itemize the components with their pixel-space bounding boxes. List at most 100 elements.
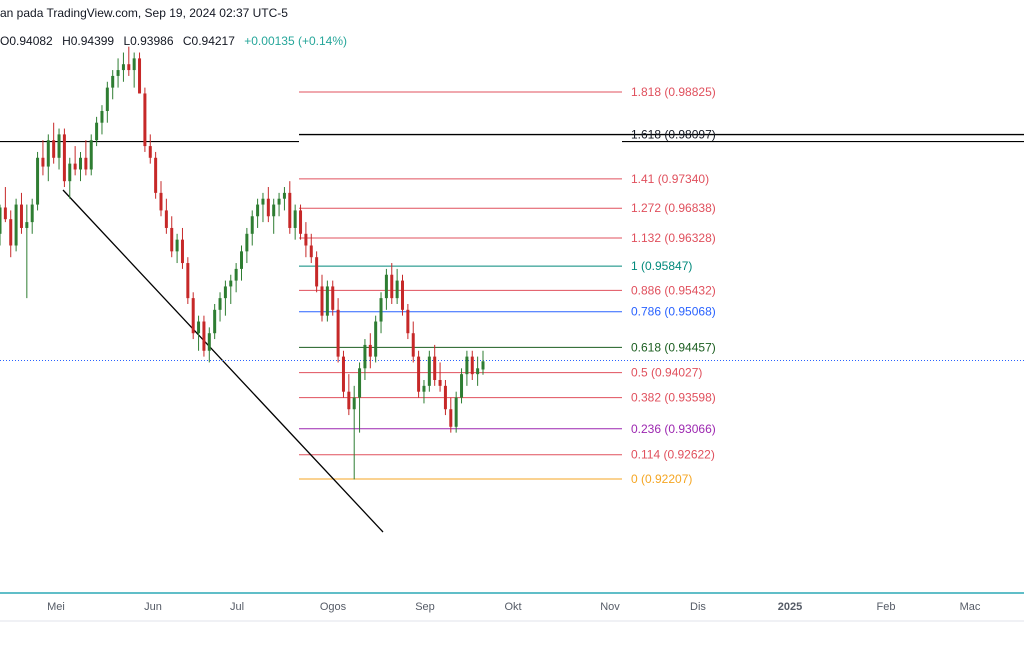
fib-level-label-0: 0 (0.92207) (631, 472, 692, 486)
candle[interactable] (460, 368, 464, 404)
candle[interactable] (164, 198, 168, 234)
candle[interactable] (84, 140, 88, 176)
fibonacci-extension-tool[interactable]: 1.818 (0.98825) 1.618 (0.98097) 1.41 (0.97… (0, 85, 1024, 486)
candle[interactable] (73, 146, 77, 176)
candle[interactable] (427, 350, 431, 392)
candle[interactable] (395, 268, 399, 304)
candle[interactable] (293, 204, 297, 240)
candle[interactable] (331, 280, 335, 316)
candle-body (79, 157, 82, 170)
candle[interactable] (154, 151, 158, 199)
candle[interactable] (379, 292, 383, 334)
candle[interactable] (299, 204, 303, 240)
candle[interactable] (218, 292, 222, 322)
candle[interactable] (363, 339, 367, 380)
candle[interactable] (256, 198, 260, 228)
candle[interactable] (417, 350, 421, 398)
candle-body (368, 344, 372, 357)
candle[interactable] (46, 134, 50, 182)
candle[interactable] (143, 87, 147, 152)
candle[interactable] (19, 192, 23, 234)
candle[interactable] (14, 198, 18, 252)
candle[interactable] (207, 327, 211, 363)
candle[interactable] (406, 303, 410, 340)
candle[interactable] (341, 350, 345, 398)
candle[interactable] (62, 128, 66, 188)
candle[interactable] (52, 122, 56, 164)
candle[interactable] (336, 298, 340, 363)
candle[interactable] (347, 374, 351, 416)
candle[interactable] (132, 52, 136, 88)
candle[interactable] (325, 280, 329, 322)
candle[interactable] (186, 257, 190, 304)
candle[interactable] (105, 81, 109, 123)
candle[interactable] (352, 385, 356, 480)
candle[interactable] (315, 251, 319, 293)
candle[interactable] (438, 362, 442, 392)
candle[interactable] (411, 321, 415, 363)
candle[interactable] (240, 245, 243, 281)
candle[interactable] (223, 280, 227, 316)
candle[interactable] (374, 315, 378, 363)
candle[interactable] (358, 362, 362, 433)
candle[interactable] (390, 263, 394, 304)
trendline[interactable] (62, 189, 384, 533)
candle[interactable] (384, 268, 388, 310)
candle[interactable] (79, 151, 82, 182)
candle[interactable] (261, 192, 265, 223)
candlesticks[interactable] (0, 46, 485, 480)
candle[interactable] (148, 134, 152, 164)
candle[interactable] (41, 140, 45, 176)
candle[interactable] (36, 151, 40, 211)
candle[interactable] (0, 204, 2, 246)
candle[interactable] (481, 350, 485, 375)
candle[interactable] (95, 116, 99, 147)
candle[interactable] (320, 274, 324, 322)
candle[interactable] (309, 233, 313, 264)
candle[interactable] (465, 350, 469, 386)
candle[interactable] (449, 397, 453, 433)
candle[interactable] (138, 52, 142, 94)
candle[interactable] (368, 333, 372, 369)
candle[interactable] (245, 227, 249, 264)
candle[interactable] (443, 379, 447, 416)
candle[interactable] (68, 157, 72, 199)
candle[interactable] (272, 198, 276, 234)
candle[interactable] (30, 198, 34, 234)
candle[interactable] (116, 58, 120, 88)
candle[interactable] (288, 181, 292, 234)
candle[interactable] (250, 210, 254, 246)
candle-body (358, 368, 362, 398)
candle[interactable] (9, 210, 13, 258)
candle[interactable] (191, 292, 195, 340)
candle[interactable] (470, 350, 474, 380)
candle[interactable] (57, 128, 61, 170)
candle[interactable] (111, 70, 115, 100)
candle[interactable] (170, 216, 174, 258)
candle[interactable] (277, 192, 281, 217)
candle[interactable] (197, 315, 201, 351)
candle[interactable] (304, 222, 308, 258)
candle[interactable] (127, 46, 131, 76)
candle[interactable] (100, 105, 104, 135)
candle[interactable] (89, 134, 93, 176)
candle[interactable] (282, 187, 286, 211)
candle[interactable] (401, 274, 404, 316)
candle[interactable] (213, 303, 217, 340)
candle[interactable] (266, 187, 270, 223)
candle[interactable] (454, 391, 458, 433)
candle[interactable] (121, 52, 125, 82)
candle[interactable] (476, 356, 480, 386)
candle-body (470, 356, 474, 375)
candle[interactable] (180, 227, 184, 269)
candle[interactable] (175, 233, 179, 264)
candle[interactable] (159, 181, 163, 217)
candle[interactable] (202, 315, 206, 357)
candle[interactable] (229, 274, 233, 304)
candle[interactable] (422, 379, 426, 404)
candle[interactable] (3, 187, 7, 223)
candle[interactable] (234, 263, 238, 293)
candle[interactable] (433, 344, 437, 386)
candle[interactable] (25, 204, 29, 299)
